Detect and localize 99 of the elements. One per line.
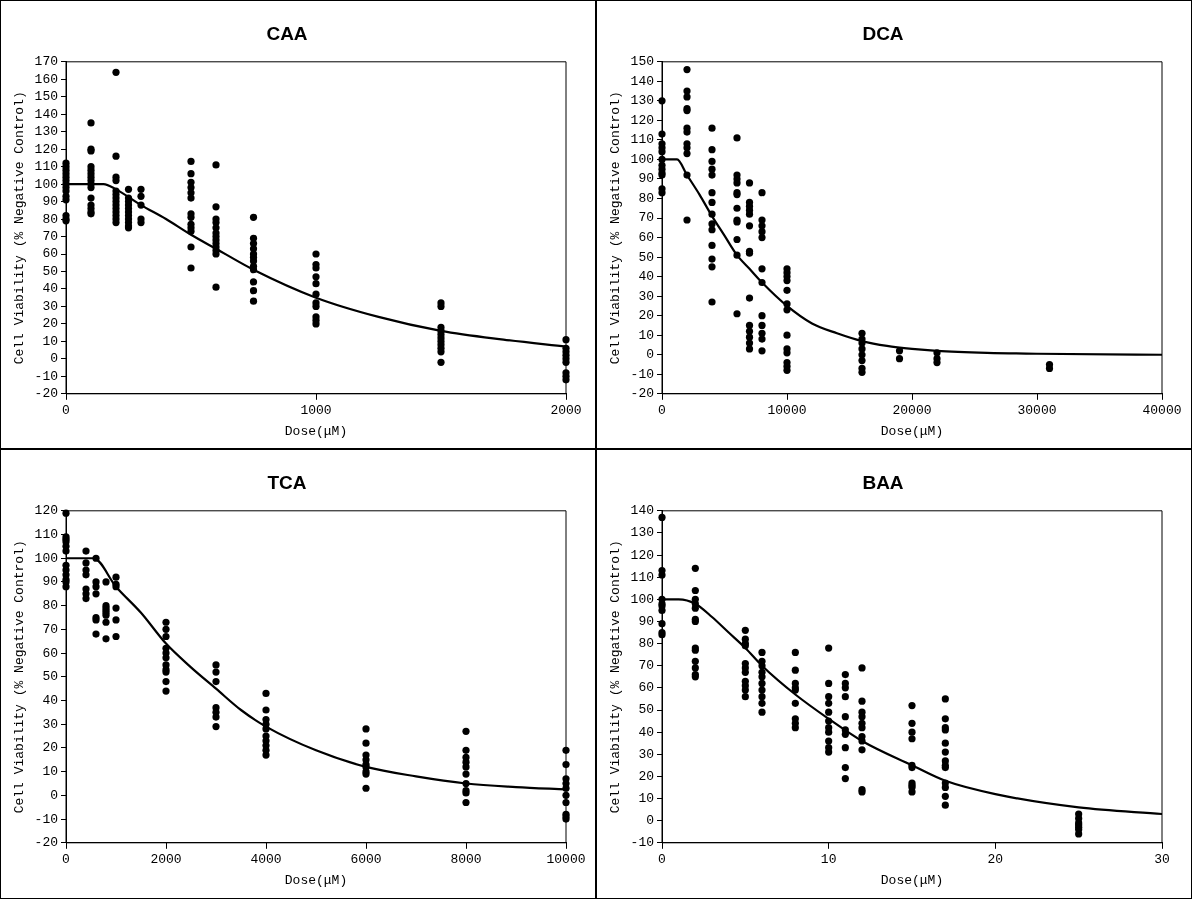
x-tick-label: 8000 (450, 852, 482, 868)
y-tick-label: 10 (42, 333, 58, 349)
x-tick-label: 10 (820, 852, 837, 868)
x-tick-label: 0 (62, 852, 70, 868)
y-tick-label: 10 (638, 327, 654, 343)
x-tick-label: 4000 (250, 852, 282, 868)
x-tick-label: 2000 (550, 402, 582, 418)
chart-title: DCA (862, 22, 904, 44)
y-tick-label: 50 (42, 263, 58, 279)
y-tick-label: 30 (42, 716, 58, 732)
y-tick-label: 120 (630, 547, 654, 563)
y-tick-label: 150 (630, 53, 654, 69)
y-tick-label: 110 (630, 131, 654, 147)
y-tick-label: -10 (630, 835, 654, 851)
y-axis-title: Cell Viability (% Negative Control) (12, 90, 28, 364)
y-tick-label: 40 (638, 268, 654, 284)
x-tick-label: 10000 (546, 852, 586, 868)
y-tick-label: 60 (638, 680, 654, 696)
y-tick-label: 30 (638, 746, 654, 762)
y-tick-label: 60 (638, 229, 654, 245)
y-tick-label: 90 (638, 170, 654, 186)
y-tick-label: 80 (42, 211, 58, 226)
x-tick-label: 0 (658, 852, 666, 868)
y-tick-label: 40 (42, 280, 58, 296)
y-tick-label: 50 (638, 702, 654, 718)
y-tick-label: 50 (638, 249, 654, 265)
x-tick-label: 10000 (767, 402, 807, 418)
y-tick-label: 0 (646, 346, 654, 362)
y-tick-label: -20 (630, 385, 654, 401)
y-tick-label: -20 (34, 385, 58, 401)
x-tick-label: 0 (658, 402, 666, 418)
y-tick-label: 80 (638, 190, 654, 206)
y-axis-title: Cell Viability (% Negative Control) (12, 540, 28, 814)
y-tick-label: 50 (42, 669, 58, 685)
y-tick-label: 140 (630, 73, 654, 89)
x-tick-label: 6000 (350, 852, 382, 868)
y-tick-label: 100 (630, 151, 654, 167)
x-tick-label: 40000 (1142, 402, 1182, 418)
y-tick-label: 140 (34, 106, 58, 122)
y-tick-label: 120 (630, 112, 654, 128)
y-tick-label: 160 (34, 71, 58, 87)
y-tick-label: 90 (42, 193, 58, 209)
y-tick-label: 80 (638, 636, 654, 652)
y-tick-label: 40 (638, 724, 654, 740)
y-tick-label: -10 (630, 366, 654, 382)
y-axis-title: Cell Viability (% Negative Control) (608, 90, 624, 364)
y-tick-label: 130 (630, 525, 654, 541)
x-axis-title: Dose(μM) (284, 872, 348, 888)
x-tick-label: 20000 (892, 402, 932, 418)
y-tick-label: 170 (34, 53, 58, 69)
y-tick-label: 90 (42, 574, 58, 590)
y-tick-label: 70 (638, 658, 654, 674)
y-tick-label: 70 (42, 228, 58, 244)
y-axis-title: Cell Viability (% Negative Control) (608, 540, 624, 814)
y-tick-label: 20 (42, 740, 58, 756)
x-tick-label: 1000 (300, 402, 332, 418)
chart-title: CAA (266, 22, 308, 44)
y-tick-label: 130 (630, 92, 654, 108)
y-tick-label: 70 (638, 209, 654, 225)
y-tick-label: -10 (34, 368, 58, 384)
y-tick-label: 0 (646, 813, 654, 829)
y-tick-label: 110 (34, 526, 58, 542)
y-tick-label: 30 (42, 298, 58, 314)
y-tick-label: 100 (630, 591, 654, 607)
y-tick-label: 70 (42, 621, 58, 637)
x-tick-label: 0 (62, 402, 70, 418)
y-tick-label: 20 (42, 315, 58, 331)
y-tick-label: 60 (42, 245, 58, 261)
y-tick-label: 0 (50, 350, 58, 366)
y-tick-label: 110 (630, 569, 654, 585)
x-tick-label: 20 (987, 852, 1004, 868)
y-tick-label: 20 (638, 307, 654, 323)
y-tick-label: 0 (50, 787, 58, 803)
x-tick-label: 30 (1154, 852, 1170, 868)
y-tick-label: 100 (34, 550, 58, 566)
y-tick-label: 30 (638, 288, 654, 304)
chart-title: BAA (862, 471, 904, 493)
y-tick-label: 80 (42, 598, 58, 614)
y-tick-label: 140 (630, 503, 654, 519)
y-tick-label: 60 (42, 645, 58, 661)
y-tick-label: 10 (638, 790, 654, 806)
y-tick-label: -10 (34, 811, 58, 827)
y-tick-label: 100 (34, 176, 58, 192)
y-tick-label: -20 (34, 835, 58, 851)
y-tick-label: 20 (638, 768, 654, 784)
y-tick-label: 150 (34, 88, 58, 104)
x-axis-title: Dose(μM) (880, 872, 944, 888)
y-tick-label: 110 (34, 158, 58, 174)
y-tick-label: 40 (42, 692, 58, 708)
x-tick-label: 30000 (1017, 402, 1057, 418)
x-axis-title: Dose(μM) (284, 423, 348, 439)
x-axis-title: Dose(μM) (880, 423, 944, 439)
x-tick-label: 2000 (150, 852, 182, 868)
y-tick-label: 130 (34, 123, 58, 139)
y-tick-label: 10 (42, 764, 58, 780)
chart-title: TCA (267, 471, 307, 493)
y-tick-label: 120 (34, 141, 58, 157)
y-tick-label: 120 (34, 503, 58, 519)
y-tick-label: 90 (638, 613, 654, 629)
